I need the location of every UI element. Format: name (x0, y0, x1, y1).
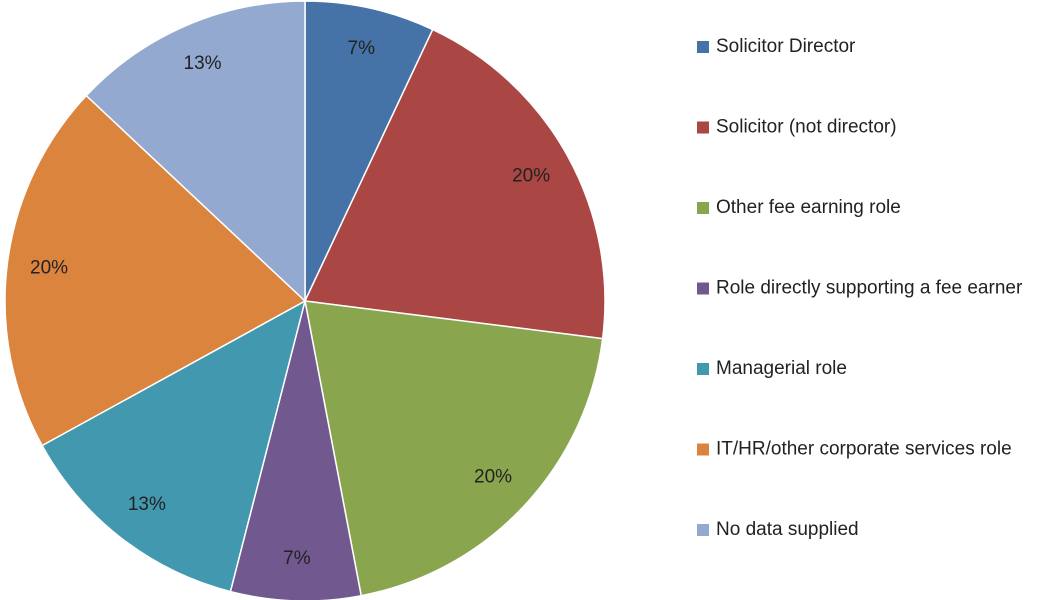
legend-line: Solicitor (not director) (716, 117, 897, 138)
pie-slice (85, 0, 306, 303)
pie-slice (303, 28, 606, 340)
legend-label: Solicitor (not director) (716, 117, 897, 138)
pie-slice (41, 299, 307, 593)
legend-label: Other fee earning role (716, 197, 901, 218)
legend-line: No data supplied (716, 519, 859, 540)
legend-swatch (697, 121, 709, 134)
legend-line: Solicitor Director (716, 36, 856, 57)
legend-label: No data supplied (716, 519, 859, 540)
data-label: 7% (283, 548, 311, 569)
data-label: 20% (30, 258, 68, 279)
legend-swatch (697, 524, 709, 536)
legend-line: Managerial role (716, 358, 847, 379)
legend-swatch (697, 443, 709, 456)
data-label: 20% (474, 467, 512, 488)
legend-label: Managerial role (716, 358, 847, 379)
legend-line: Role directly supporting a fee earner (716, 278, 1023, 299)
legend-line: Other fee earning role (716, 197, 901, 218)
pie-slice (229, 300, 363, 600)
legend-line: IT/HR/other corporate services role (716, 439, 1012, 460)
data-label: 13% (184, 53, 222, 74)
legend-swatch (697, 282, 709, 295)
pie-slice (304, 0, 434, 302)
legend-label: Solicitor Director (716, 36, 856, 57)
pie-slice (304, 300, 604, 597)
data-label: 13% (128, 494, 166, 515)
legend-label: IT/HR/other corporate services role (716, 439, 1012, 460)
legend-label: Role directly supporting a fee earner (716, 278, 1023, 299)
legend-swatch (697, 202, 709, 214)
pie-slice (4, 94, 307, 447)
legend-swatch (697, 363, 709, 375)
data-label: 20% (512, 166, 550, 187)
legend-swatch (697, 41, 709, 53)
data-label: 7% (348, 38, 376, 59)
